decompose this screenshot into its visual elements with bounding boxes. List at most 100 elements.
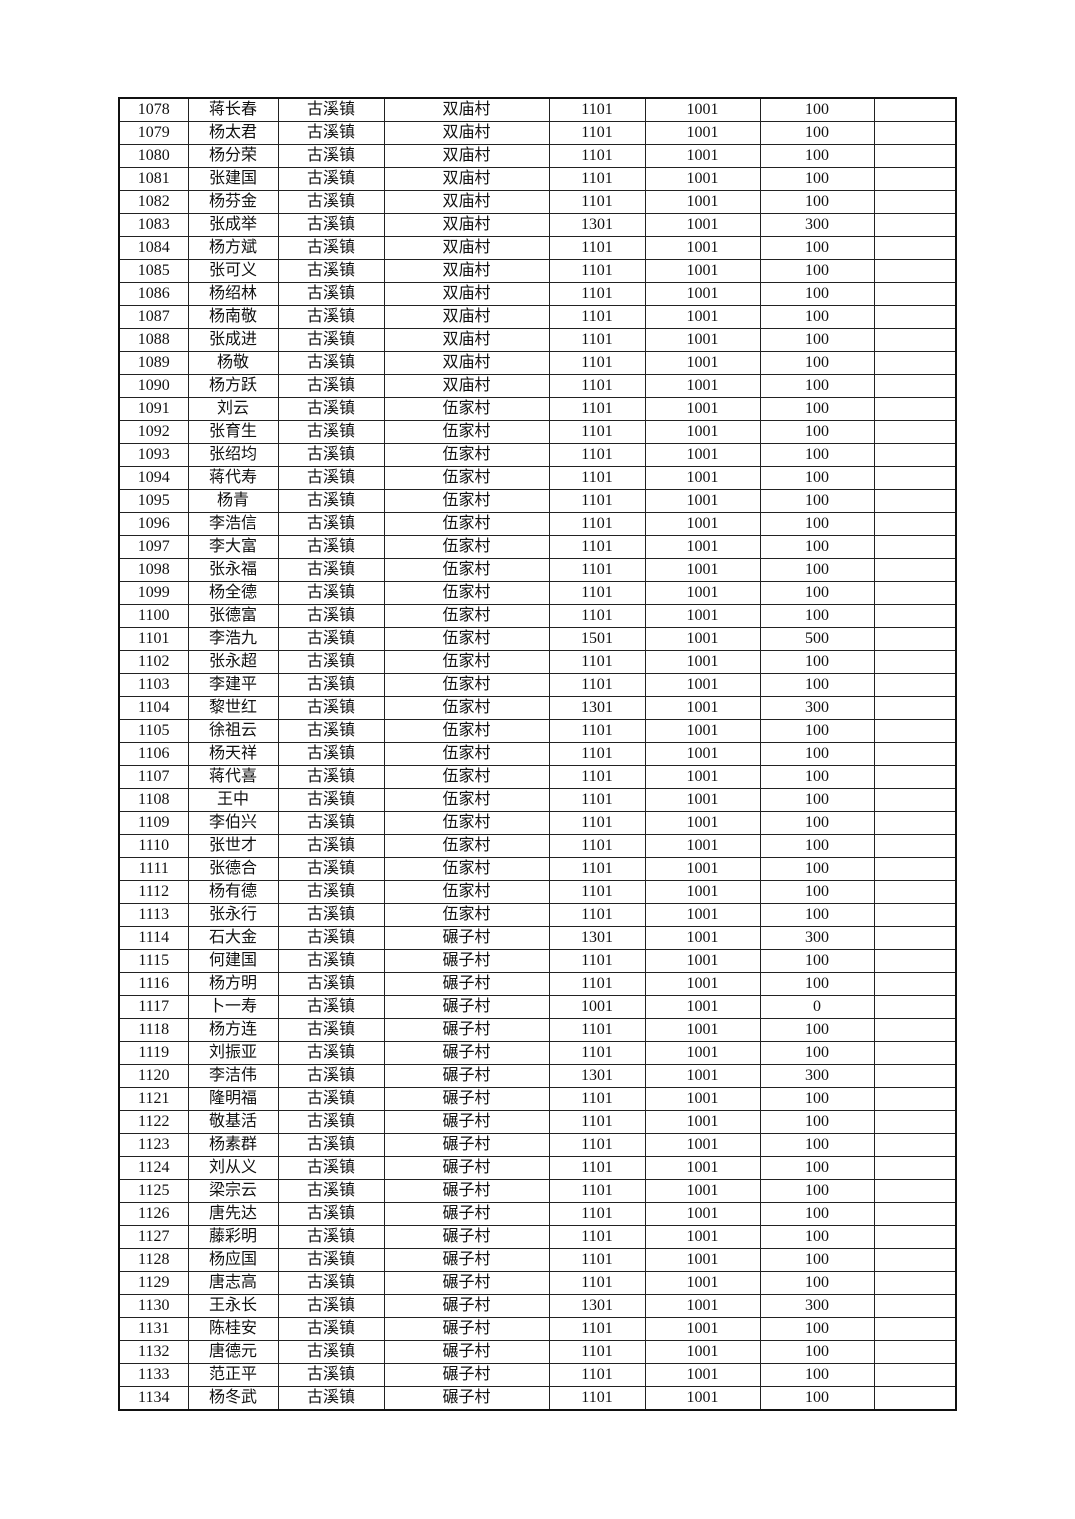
cell-code-b: 1001 — [644, 995, 761, 1019]
cell-town: 古溪镇 — [277, 765, 385, 789]
table-row: 1092 张育生 古溪镇 伍家村 1101 1001 100 — [118, 420, 957, 444]
table-row: 1128 杨应国 古溪镇 碾子村 1101 1001 100 — [118, 1248, 957, 1272]
cell-code-b: 1001 — [644, 903, 761, 927]
cell-code-b: 1001 — [644, 282, 761, 306]
cell-village: 碾子村 — [383, 926, 550, 950]
cell-remark — [873, 857, 957, 881]
cell-town: 古溪镇 — [277, 1294, 385, 1318]
cell-remark — [873, 627, 957, 651]
cell-row-number: 1083 — [118, 213, 189, 237]
cell-code-a: 1101 — [548, 719, 646, 743]
cell-row-number: 1121 — [118, 1087, 189, 1111]
cell-row-number: 1092 — [118, 420, 189, 444]
cell-name: 李洁伟 — [187, 1064, 279, 1088]
cell-code-b: 1001 — [644, 97, 761, 122]
cell-town: 古溪镇 — [277, 1248, 385, 1272]
cell-town: 古溪镇 — [277, 1225, 385, 1249]
table-row: 1106 杨天祥 古溪镇 伍家村 1101 1001 100 — [118, 742, 957, 766]
cell-code-b: 1001 — [644, 1340, 761, 1364]
cell-code-a: 1101 — [548, 558, 646, 582]
cell-amount: 100 — [759, 1271, 875, 1295]
cell-remark — [873, 190, 957, 214]
cell-row-number: 1123 — [118, 1133, 189, 1157]
cell-remark — [873, 420, 957, 444]
cell-name: 范正平 — [187, 1363, 279, 1387]
cell-amount: 100 — [759, 144, 875, 168]
cell-name: 张成进 — [187, 328, 279, 352]
cell-amount: 100 — [759, 190, 875, 214]
cell-town: 古溪镇 — [277, 259, 385, 283]
cell-remark — [873, 328, 957, 352]
table-row: 1093 张绍均 古溪镇 伍家村 1101 1001 100 — [118, 443, 957, 467]
cell-name: 唐志高 — [187, 1271, 279, 1295]
cell-row-number: 1122 — [118, 1110, 189, 1134]
table-row: 1088 张成进 古溪镇 双庙村 1101 1001 100 — [118, 328, 957, 352]
cell-name: 杨南敬 — [187, 305, 279, 329]
cell-code-a: 1101 — [548, 742, 646, 766]
cell-code-a: 1101 — [548, 650, 646, 674]
cell-name: 刘振亚 — [187, 1041, 279, 1065]
cell-code-a: 1101 — [548, 466, 646, 490]
cell-code-b: 1001 — [644, 121, 761, 145]
cell-remark — [873, 443, 957, 467]
cell-row-number: 1119 — [118, 1041, 189, 1065]
cell-row-number: 1131 — [118, 1317, 189, 1341]
cell-name: 李建平 — [187, 673, 279, 697]
cell-name: 王永长 — [187, 1294, 279, 1318]
cell-row-number: 1127 — [118, 1225, 189, 1249]
cell-code-b: 1001 — [644, 650, 761, 674]
table-row: 1123 杨素群 古溪镇 碾子村 1101 1001 100 — [118, 1133, 957, 1157]
cell-remark — [873, 1340, 957, 1364]
cell-amount: 100 — [759, 719, 875, 743]
table-row: 1103 李建平 古溪镇 伍家村 1101 1001 100 — [118, 673, 957, 697]
cell-village: 伍家村 — [383, 719, 550, 743]
cell-town: 古溪镇 — [277, 1064, 385, 1088]
cell-row-number: 1079 — [118, 121, 189, 145]
cell-village: 伍家村 — [383, 811, 550, 835]
cell-amount: 100 — [759, 305, 875, 329]
cell-town: 古溪镇 — [277, 374, 385, 398]
table-row: 1097 李大富 古溪镇 伍家村 1101 1001 100 — [118, 535, 957, 559]
cell-name: 杨敬 — [187, 351, 279, 375]
table-row: 1113 张永行 古溪镇 伍家村 1101 1001 100 — [118, 903, 957, 927]
cell-code-a: 1101 — [548, 1363, 646, 1387]
cell-amount: 300 — [759, 696, 875, 720]
cell-village: 伍家村 — [383, 880, 550, 904]
cell-remark — [873, 650, 957, 674]
cell-code-a: 1101 — [548, 1271, 646, 1295]
cell-code-a: 1101 — [548, 1133, 646, 1157]
cell-code-b: 1001 — [644, 1179, 761, 1203]
cell-row-number: 1090 — [118, 374, 189, 398]
cell-amount: 100 — [759, 972, 875, 996]
cell-row-number: 1108 — [118, 788, 189, 812]
cell-code-a: 1101 — [548, 834, 646, 858]
cell-remark — [873, 696, 957, 720]
cell-town: 古溪镇 — [277, 489, 385, 513]
cell-town: 古溪镇 — [277, 995, 385, 1019]
cell-town: 古溪镇 — [277, 1018, 385, 1042]
cell-code-a: 1101 — [548, 1340, 646, 1364]
cell-remark — [873, 1041, 957, 1065]
cell-name: 唐先达 — [187, 1202, 279, 1226]
cell-town: 古溪镇 — [277, 696, 385, 720]
cell-code-b: 1001 — [644, 1202, 761, 1226]
cell-row-number: 1100 — [118, 604, 189, 628]
cell-code-b: 1001 — [644, 259, 761, 283]
cell-name: 杨方连 — [187, 1018, 279, 1042]
cell-code-a: 1301 — [548, 1064, 646, 1088]
cell-remark — [873, 1087, 957, 1111]
cell-town: 古溪镇 — [277, 581, 385, 605]
cell-village: 双庙村 — [383, 213, 550, 237]
cell-name: 李大富 — [187, 535, 279, 559]
cell-row-number: 1096 — [118, 512, 189, 536]
table-row: 1078 蒋长春 古溪镇 双庙村 1101 1001 100 — [118, 97, 957, 122]
cell-code-b: 1001 — [644, 1271, 761, 1295]
cell-code-a: 1301 — [548, 213, 646, 237]
cell-town: 古溪镇 — [277, 558, 385, 582]
cell-code-a: 1101 — [548, 328, 646, 352]
cell-town: 古溪镇 — [277, 282, 385, 306]
cell-name: 张可义 — [187, 259, 279, 283]
cell-row-number: 1130 — [118, 1294, 189, 1318]
cell-code-a: 1101 — [548, 1018, 646, 1042]
cell-code-a: 1101 — [548, 374, 646, 398]
